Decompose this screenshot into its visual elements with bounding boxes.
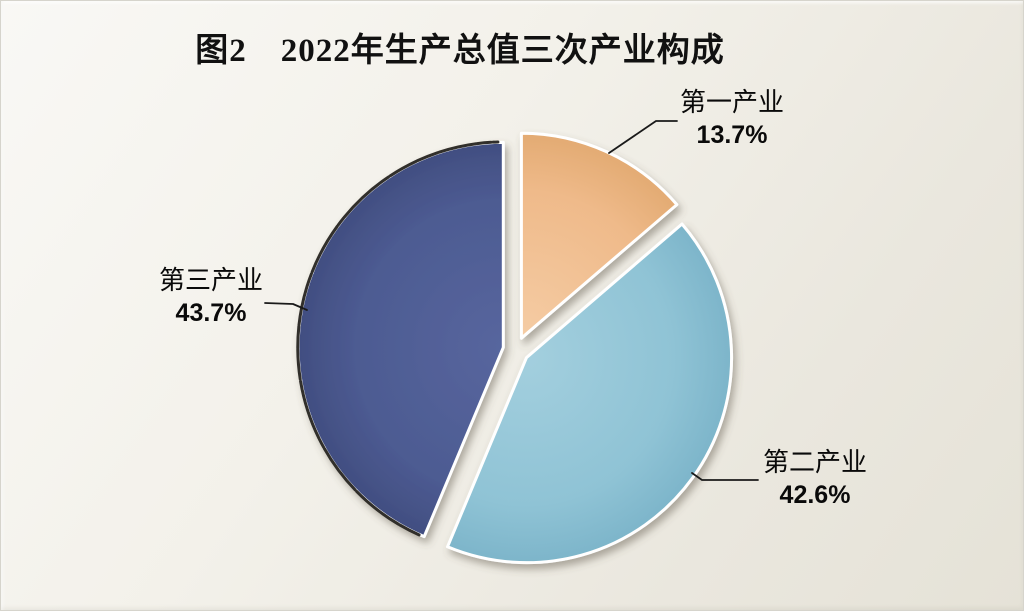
pie-slice-1-第二产业 <box>446 222 734 565</box>
third-industry-label: 第三产业 <box>158 266 263 295</box>
callout-third-industry: 第三产业 43.7% <box>126 266 296 327</box>
third-industry-percentage: 43.7% <box>175 298 247 327</box>
leader-lines <box>264 120 759 481</box>
pie-group <box>296 131 734 565</box>
leader-line-third-industry <box>264 302 308 311</box>
second-industry-label: 第二产业 <box>762 448 867 477</box>
chart-title: 图2 2022年生产总值三次产业构成 <box>195 33 725 69</box>
second-industry-percentage: 42.6% <box>779 480 851 509</box>
first-industry-percentage: 13.7% <box>696 120 768 149</box>
leader-line-first-industry <box>608 120 678 154</box>
leader-line-second-industry <box>691 472 759 481</box>
callout-first-industry: 第一产业 13.7% <box>647 88 817 149</box>
first-industry-label: 第一产业 <box>679 88 784 117</box>
callout-second-industry: 第二产业 42.6% <box>730 448 900 509</box>
pie-slice-2-第三产业 <box>296 140 505 539</box>
pie-slice-0-第一产业 <box>519 131 679 340</box>
